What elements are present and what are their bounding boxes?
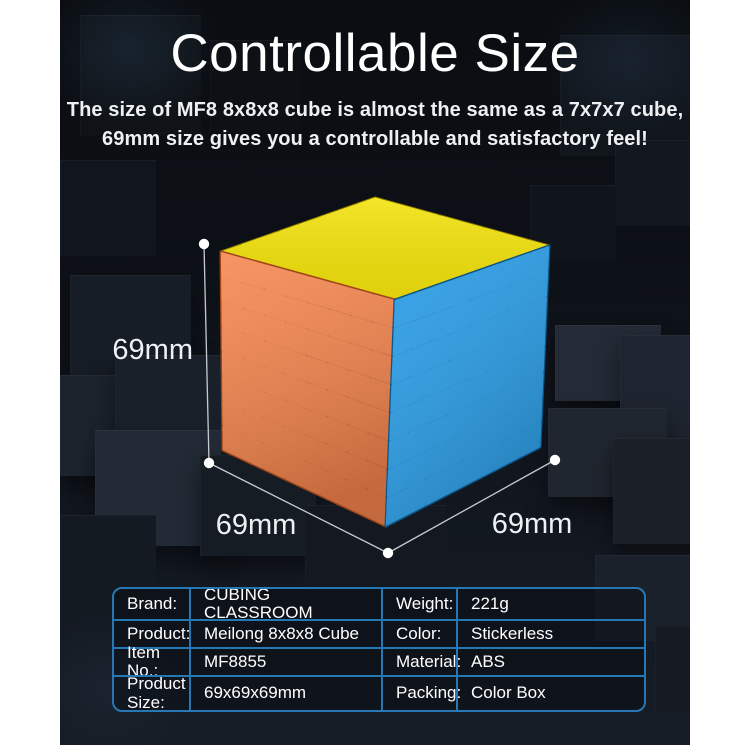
background-pattern	[60, 0, 690, 745]
page-title: Controllable Size	[170, 24, 580, 83]
dimension-dot	[203, 457, 215, 469]
spec-value: Color Box	[456, 675, 644, 710]
dimension-label-width: 69mm	[216, 509, 297, 541]
subtitle-line-1: The size of MF8 8x8x8 cube is almost the…	[66, 98, 684, 121]
subtitle: The size of MF8 8x8x8 cube is almost the…	[60, 96, 690, 154]
spec-label: Color:	[381, 619, 456, 647]
dimension-dots	[198, 238, 561, 559]
dimension-dot	[198, 238, 210, 250]
spec-label: Product Size:	[114, 674, 189, 710]
spec-label: Product:	[114, 619, 190, 647]
spec-value: CUBING CLASSROOM	[189, 589, 381, 622]
bg-square	[613, 438, 690, 544]
bg-square	[615, 140, 690, 226]
spec-value: 69x69x69mm	[189, 675, 381, 710]
dimension-dot	[549, 454, 561, 466]
dimension-label-height: 69mm	[112, 334, 193, 366]
dimension-line-depth	[387, 459, 556, 554]
dimension-label-depth: 69mm	[492, 508, 573, 540]
dimension-line-width	[208, 462, 389, 554]
spec-label: Material:	[381, 647, 461, 675]
spec-value: MF8855	[189, 647, 381, 675]
dimension-dot	[382, 547, 394, 559]
bg-square	[80, 15, 201, 136]
spec-value: ABS	[456, 647, 644, 675]
spec-label: Weight:	[381, 589, 456, 619]
bg-square	[60, 515, 156, 601]
spec-value: 221g	[456, 589, 644, 619]
spec-label: Packing:	[381, 675, 461, 710]
spec-table: Brand: CUBING CLASSROOM Weight: 221g Product…	[112, 587, 646, 712]
cube-face-left-shading	[221, 252, 395, 526]
subtitle-line-2: 69mm size gives you a controllable and s…	[102, 127, 648, 150]
bg-square	[210, 40, 301, 131]
spec-value: Meilong 8x8x8 Cube	[189, 619, 381, 647]
dimension-lines	[203, 243, 556, 554]
dark-panel: Controllable Size The size of MF8 8x8x8 …	[60, 0, 690, 745]
spec-label: Item No.:	[114, 643, 189, 680]
rubiks-cube-8x8	[219, 196, 551, 528]
cube-figure: 69mm 69mm 69mm	[112, 196, 573, 559]
spec-label: Brand:	[127, 593, 178, 613]
spec-value: Stickerless	[456, 619, 644, 647]
cube-face-right-shading	[386, 246, 549, 526]
bg-square	[60, 160, 156, 256]
dimension-line-height	[203, 243, 210, 464]
header: Controllable Size The size of MF8 8x8x8 …	[60, 0, 690, 154]
bg-square	[655, 625, 690, 711]
bg-square	[560, 35, 690, 156]
